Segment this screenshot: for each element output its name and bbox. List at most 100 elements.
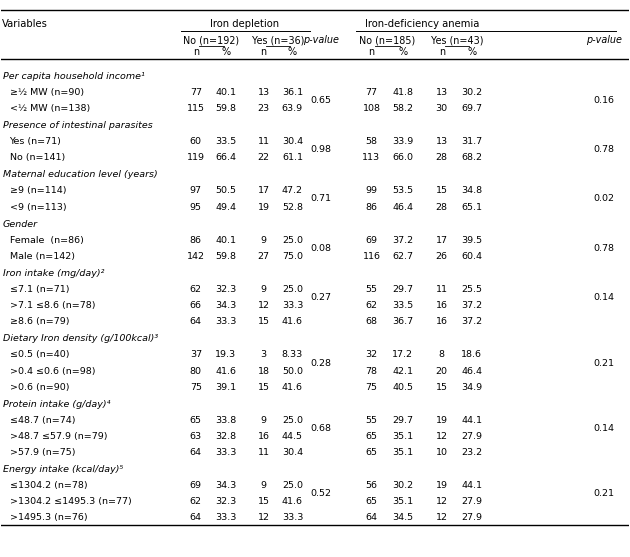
Text: 39.1: 39.1 [215,383,236,392]
Text: 0.08: 0.08 [311,244,332,253]
Text: 35.1: 35.1 [392,432,413,441]
Text: Yes (n=71): Yes (n=71) [9,137,61,146]
Text: 25.0: 25.0 [282,481,303,490]
Text: 34.3: 34.3 [215,301,236,310]
Text: 37.2: 37.2 [461,301,483,310]
Text: Variables: Variables [2,18,48,28]
Text: 12: 12 [258,301,270,310]
Text: 69.7: 69.7 [461,104,483,113]
Text: 25.0: 25.0 [282,285,303,294]
Text: 41.6: 41.6 [282,497,303,506]
Text: 0.71: 0.71 [311,194,332,203]
Text: 65.1: 65.1 [461,203,483,212]
Text: 25.0: 25.0 [282,236,303,245]
Text: 42.1: 42.1 [392,367,413,375]
Text: 36.1: 36.1 [282,88,303,97]
Text: 46.4: 46.4 [392,203,413,212]
Text: Gender: Gender [3,219,38,229]
Text: >0.4 ≤0.6 (n=98): >0.4 ≤0.6 (n=98) [9,367,95,375]
Text: 30.2: 30.2 [392,481,413,490]
Text: <9 (n=113): <9 (n=113) [9,203,66,212]
Text: n: n [193,47,199,57]
Text: 17.2: 17.2 [392,350,413,359]
Text: 86: 86 [365,203,377,212]
Text: 33.3: 33.3 [215,514,237,522]
Text: 62: 62 [190,497,202,506]
Text: 60.4: 60.4 [461,252,483,261]
Text: 80: 80 [190,367,202,375]
Text: 0.98: 0.98 [311,145,332,154]
Text: 66.4: 66.4 [215,153,236,162]
Text: 0.21: 0.21 [593,489,614,499]
Text: 66.0: 66.0 [392,153,413,162]
Text: 32.8: 32.8 [215,432,236,441]
Text: 55: 55 [365,285,377,294]
Text: 0.78: 0.78 [593,244,614,253]
Text: 44.1: 44.1 [461,416,483,425]
Text: 17: 17 [436,236,448,245]
Text: 3: 3 [261,350,266,359]
Text: 11: 11 [258,448,270,457]
Text: 31.7: 31.7 [461,137,483,146]
Text: 20: 20 [436,367,448,375]
Text: 27.9: 27.9 [461,432,483,441]
Text: 15: 15 [436,187,448,196]
Text: 44.5: 44.5 [282,432,303,441]
Text: 34.3: 34.3 [215,481,236,490]
Text: 62.7: 62.7 [392,252,413,261]
Text: Per capita household income¹: Per capita household income¹ [3,72,144,81]
Text: 116: 116 [362,252,381,261]
Text: 15: 15 [258,497,270,506]
Text: 27: 27 [258,252,270,261]
Text: 27.9: 27.9 [461,514,483,522]
Text: 59.8: 59.8 [215,252,236,261]
Text: 69: 69 [190,481,202,490]
Text: %: % [221,47,231,57]
Text: 75: 75 [365,383,377,392]
Text: 19: 19 [436,416,448,425]
Text: 10: 10 [436,448,448,457]
Text: 12: 12 [436,432,448,441]
Text: 64: 64 [365,514,377,522]
Text: 15: 15 [436,383,448,392]
Text: 27.9: 27.9 [461,497,483,506]
Text: 58: 58 [365,137,377,146]
Text: 12: 12 [258,514,270,522]
Text: ≤7.1 (n=71): ≤7.1 (n=71) [9,285,69,294]
Text: 0.14: 0.14 [593,293,614,302]
Text: 26: 26 [436,252,448,261]
Text: Yes (n=36): Yes (n=36) [252,35,304,45]
Text: 108: 108 [362,104,381,113]
Text: 65: 65 [190,416,202,425]
Text: 36.7: 36.7 [392,317,413,326]
Text: 18.6: 18.6 [461,350,483,359]
Text: Energy intake (kcal/day)⁵: Energy intake (kcal/day)⁵ [3,465,123,474]
Text: 25.5: 25.5 [461,285,483,294]
Text: 16: 16 [436,317,448,326]
Text: Yes (n=43): Yes (n=43) [431,35,483,45]
Text: 65: 65 [365,432,377,441]
Text: No (n=141): No (n=141) [9,153,65,162]
Text: p-value: p-value [585,35,621,45]
Text: 33.8: 33.8 [215,416,236,425]
Text: 44.1: 44.1 [461,481,483,490]
Text: 32.3: 32.3 [215,285,236,294]
Text: 86: 86 [190,236,202,245]
Text: 59.8: 59.8 [215,104,236,113]
Text: 11: 11 [436,285,448,294]
Text: 8.33: 8.33 [282,350,303,359]
Text: 13: 13 [258,88,270,97]
Text: 32: 32 [365,350,377,359]
Text: 64: 64 [190,448,202,457]
Text: ≥8.6 (n=79): ≥8.6 (n=79) [9,317,69,326]
Text: 41.6: 41.6 [215,367,236,375]
Text: n: n [369,47,374,57]
Text: 50.0: 50.0 [282,367,303,375]
Text: 78: 78 [365,367,377,375]
Text: 60: 60 [190,137,202,146]
Text: No (n=185): No (n=185) [359,35,416,45]
Text: 23.2: 23.2 [461,448,483,457]
Text: <½ MW (n=138): <½ MW (n=138) [9,104,90,113]
Text: 65: 65 [365,497,377,506]
Text: >0.6 (n=90): >0.6 (n=90) [9,383,69,392]
